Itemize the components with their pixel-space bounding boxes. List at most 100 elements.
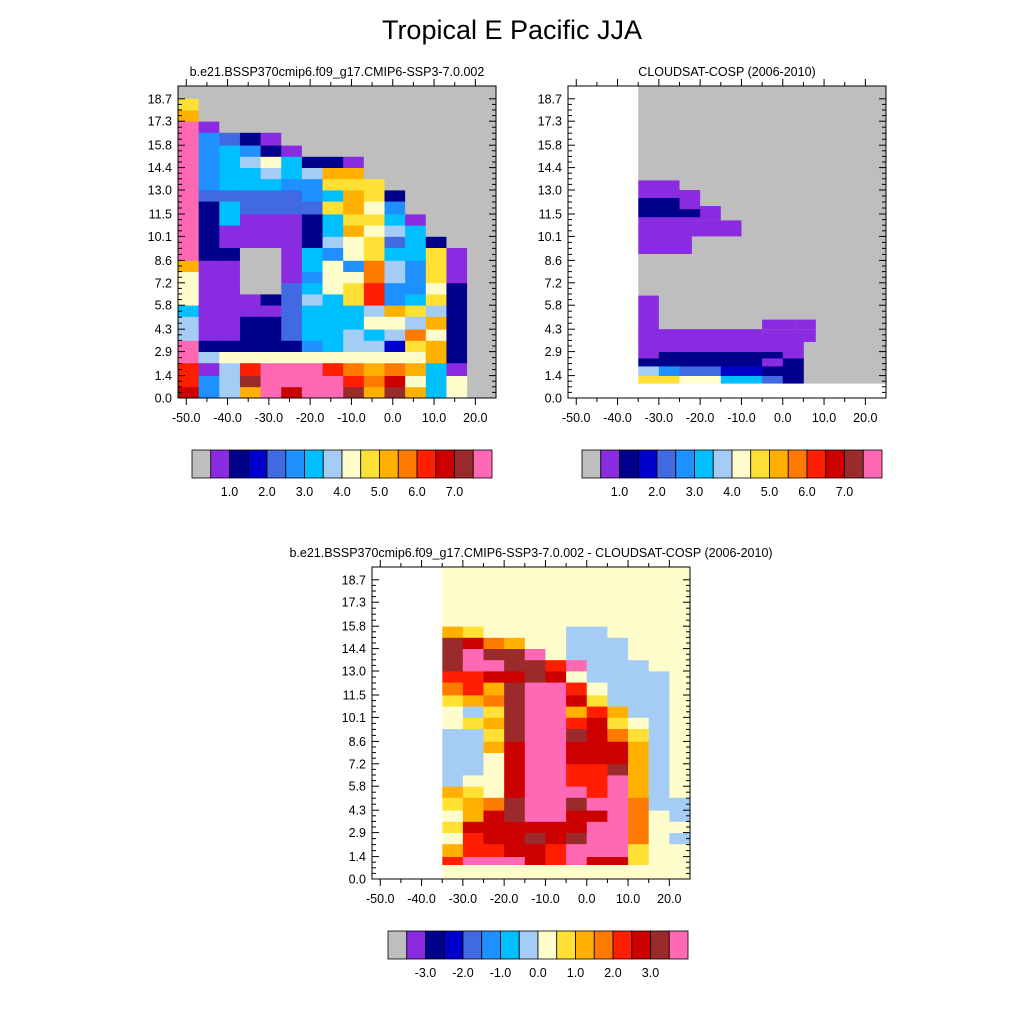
colorbar-label: 5.0	[761, 485, 778, 499]
colorbar-box	[619, 449, 639, 479]
heatmap-cell	[545, 659, 567, 672]
x-tick-label: -30.0	[449, 892, 478, 906]
heatmap-cell	[586, 821, 608, 833]
colorbar-box	[806, 449, 827, 479]
heatmap-cell	[405, 282, 427, 295]
y-tick-label: 7.2	[155, 276, 172, 290]
heatmap-cell	[467, 156, 497, 168]
heatmap-cell	[198, 190, 220, 202]
heatmap-cell	[586, 717, 608, 729]
heatmap-cell	[405, 167, 427, 180]
heatmap-cell	[648, 775, 670, 787]
colorbar-box	[379, 449, 399, 479]
colorbar-box	[769, 449, 789, 479]
heatmap-cell	[343, 225, 365, 237]
y-tick-label: 8.6	[349, 735, 366, 749]
heatmap-cell	[628, 832, 650, 845]
heatmap-cell	[679, 351, 701, 359]
heatmap-cell	[405, 305, 427, 317]
heatmap-cell	[178, 98, 200, 111]
heatmap-cell	[628, 717, 650, 729]
heatmap-cell	[405, 236, 427, 248]
heatmap-cell	[442, 763, 464, 776]
heatmap-cell	[586, 786, 608, 798]
heatmap-cell	[524, 717, 546, 729]
heatmap-cell	[524, 637, 546, 649]
heatmap-cell	[648, 659, 670, 672]
y-tick-label: 17.3	[538, 115, 562, 129]
heatmap-cell	[281, 282, 303, 295]
heatmap-cell	[566, 763, 588, 776]
heatmap-cell	[343, 386, 365, 399]
heatmap-cell	[405, 214, 427, 226]
heatmap-cell	[700, 358, 722, 367]
heatmap-cell	[301, 362, 323, 376]
heatmap-cell	[384, 190, 406, 202]
y-tick-label: 11.5	[343, 689, 366, 703]
heatmap-cell	[628, 797, 650, 811]
heatmap-cell	[467, 98, 497, 111]
heatmap-cell	[219, 167, 241, 180]
colorbar-label: 3.0	[642, 966, 659, 980]
heatmap-cell	[384, 247, 406, 261]
heatmap-cell	[628, 728, 650, 742]
heatmap-cell	[384, 271, 406, 284]
heatmap-cell	[524, 728, 546, 742]
heatmap-cell	[281, 145, 303, 157]
y-tick-label: 10.1	[148, 230, 172, 244]
heatmap-cell	[281, 386, 303, 399]
heatmap-cell	[638, 358, 660, 367]
heatmap-cell	[628, 695, 650, 707]
colorbar-box	[360, 449, 380, 479]
heatmap-cell	[198, 386, 220, 399]
heatmap-cell	[628, 671, 650, 683]
heatmap-cell	[545, 786, 567, 798]
x-tick-label: -10.0	[727, 411, 756, 425]
y-tick-label: 15.8	[148, 139, 172, 153]
heatmap-cell	[384, 316, 406, 330]
colorbar-box	[229, 449, 249, 479]
heatmap-cell	[384, 282, 406, 295]
colorbar-label: -2.0	[452, 966, 474, 980]
colorbar-box	[731, 449, 752, 479]
heatmap-cell	[363, 167, 385, 180]
heatmap-cell	[301, 375, 323, 388]
heatmap-cell	[322, 340, 344, 352]
heatmap-cell	[301, 167, 323, 180]
heatmap-cell	[462, 671, 484, 683]
colorbar-box	[600, 449, 620, 479]
heatmap-cell	[363, 225, 385, 237]
colorbar-box	[581, 449, 602, 479]
heatmap-cell	[504, 741, 526, 753]
heatmap-cell	[384, 236, 406, 248]
heatmap-cell	[648, 741, 670, 753]
heatmap-cell	[566, 821, 588, 833]
heatmap-cell	[762, 329, 816, 342]
heatmap-cell	[524, 648, 546, 661]
heatmap-cell	[462, 659, 484, 672]
heatmap-cell	[301, 351, 323, 364]
heatmap-cell	[669, 752, 691, 765]
heatmap-cell	[545, 832, 567, 845]
heatmap-cell	[741, 351, 763, 359]
heatmap-cell	[545, 797, 567, 811]
heatmap-cell	[405, 329, 427, 341]
heatmap-cell	[442, 671, 464, 683]
heatmap-cell	[607, 741, 629, 753]
heatmap-cell	[638, 198, 680, 218]
heatmap-cell	[586, 602, 608, 614]
heatmap-cell	[648, 637, 670, 649]
heatmap-cell	[607, 717, 629, 729]
missing-data-region	[372, 567, 443, 879]
heatmap-cell	[301, 201, 323, 215]
y-tick-label: 4.3	[155, 323, 172, 337]
heatmap-cell	[239, 225, 261, 237]
heatmap-cell	[301, 340, 323, 352]
heatmap-cell	[467, 121, 497, 133]
heatmap-cell	[669, 602, 691, 614]
heatmap-cell	[462, 821, 484, 833]
colorbar-box	[454, 449, 474, 479]
colorbar-box	[443, 930, 464, 960]
y-tick-label: 17.3	[148, 115, 172, 129]
y-tick-label: 4.3	[349, 804, 366, 818]
